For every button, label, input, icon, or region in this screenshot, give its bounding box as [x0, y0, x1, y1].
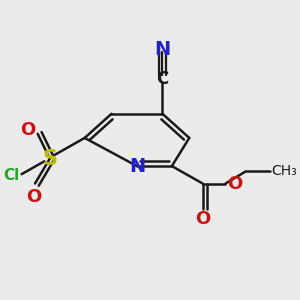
- Text: C: C: [156, 70, 169, 88]
- Text: Cl: Cl: [3, 168, 20, 183]
- Text: N: N: [154, 40, 171, 59]
- Text: O: O: [195, 210, 210, 228]
- Text: O: O: [227, 175, 242, 193]
- Text: O: O: [21, 121, 36, 139]
- Text: S: S: [42, 148, 57, 169]
- Text: O: O: [26, 188, 41, 206]
- Text: N: N: [129, 157, 145, 175]
- Text: CH₃: CH₃: [271, 164, 297, 178]
